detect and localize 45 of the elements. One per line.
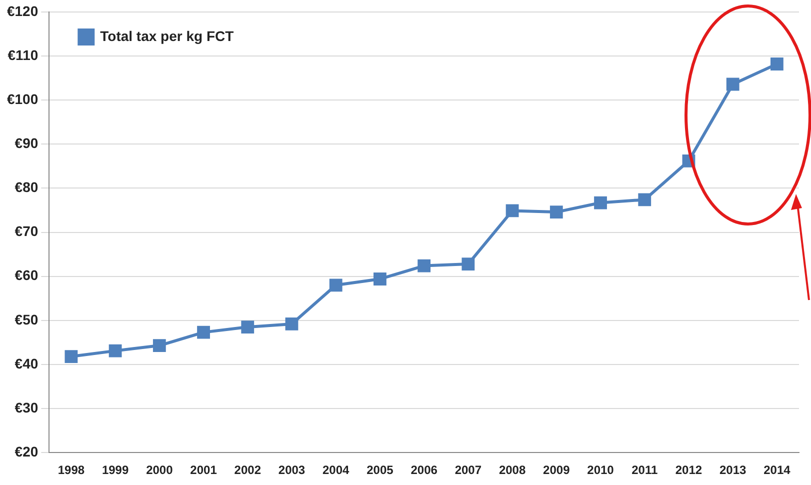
y-tick-label: €80 xyxy=(14,179,38,196)
x-tick-label: 2003 xyxy=(278,463,306,478)
y-tick-label: €20 xyxy=(14,443,38,460)
point xyxy=(550,206,563,218)
point xyxy=(329,278,342,292)
x-tick-label: 2007 xyxy=(454,463,482,478)
y-tick-label: €30 xyxy=(14,399,38,416)
x-tick-label: 2013 xyxy=(719,463,747,478)
legend-label: Total tax per kg FCT xyxy=(100,28,234,44)
x-tick-label: 2012 xyxy=(675,463,702,478)
point xyxy=(374,272,386,286)
point xyxy=(241,320,254,334)
point xyxy=(726,78,740,91)
point xyxy=(462,258,475,270)
y-tick-label: €90 xyxy=(14,135,38,152)
y-tick-label: €100 xyxy=(6,90,38,107)
y-tick-label: €40 xyxy=(14,355,38,372)
point xyxy=(638,193,652,206)
y-tick-label: €60 xyxy=(14,267,38,284)
x-tick-label: 2006 xyxy=(410,463,438,478)
x-tick-label: 2005 xyxy=(366,463,394,478)
point xyxy=(285,317,298,330)
x-tick-label: 1999 xyxy=(102,463,129,478)
y-tick-label: €50 xyxy=(14,311,38,328)
point xyxy=(152,339,166,352)
point xyxy=(418,259,431,272)
point xyxy=(197,326,210,339)
x-tick-label: 2002 xyxy=(234,463,262,478)
x-tick-label: 2001 xyxy=(190,463,218,478)
x-tick-label: 2010 xyxy=(587,463,614,478)
x-tick-label: 2008 xyxy=(498,463,526,478)
point xyxy=(770,58,784,70)
point xyxy=(108,344,122,358)
x-tick-label: 2004 xyxy=(322,463,350,478)
point xyxy=(64,350,78,363)
point xyxy=(594,196,607,210)
x-tick-label: 2000 xyxy=(146,463,174,478)
y-tick-label: €110 xyxy=(8,46,38,63)
y-tick-label: €70 xyxy=(14,223,38,240)
x-tick-label: 2009 xyxy=(543,463,570,478)
y-tick-label: €120 xyxy=(6,2,38,19)
x-tick-label: 2014 xyxy=(764,463,791,478)
x-tick-label: 2011 xyxy=(632,463,658,478)
point xyxy=(506,204,519,218)
x-tick-label: 1998 xyxy=(58,463,85,478)
